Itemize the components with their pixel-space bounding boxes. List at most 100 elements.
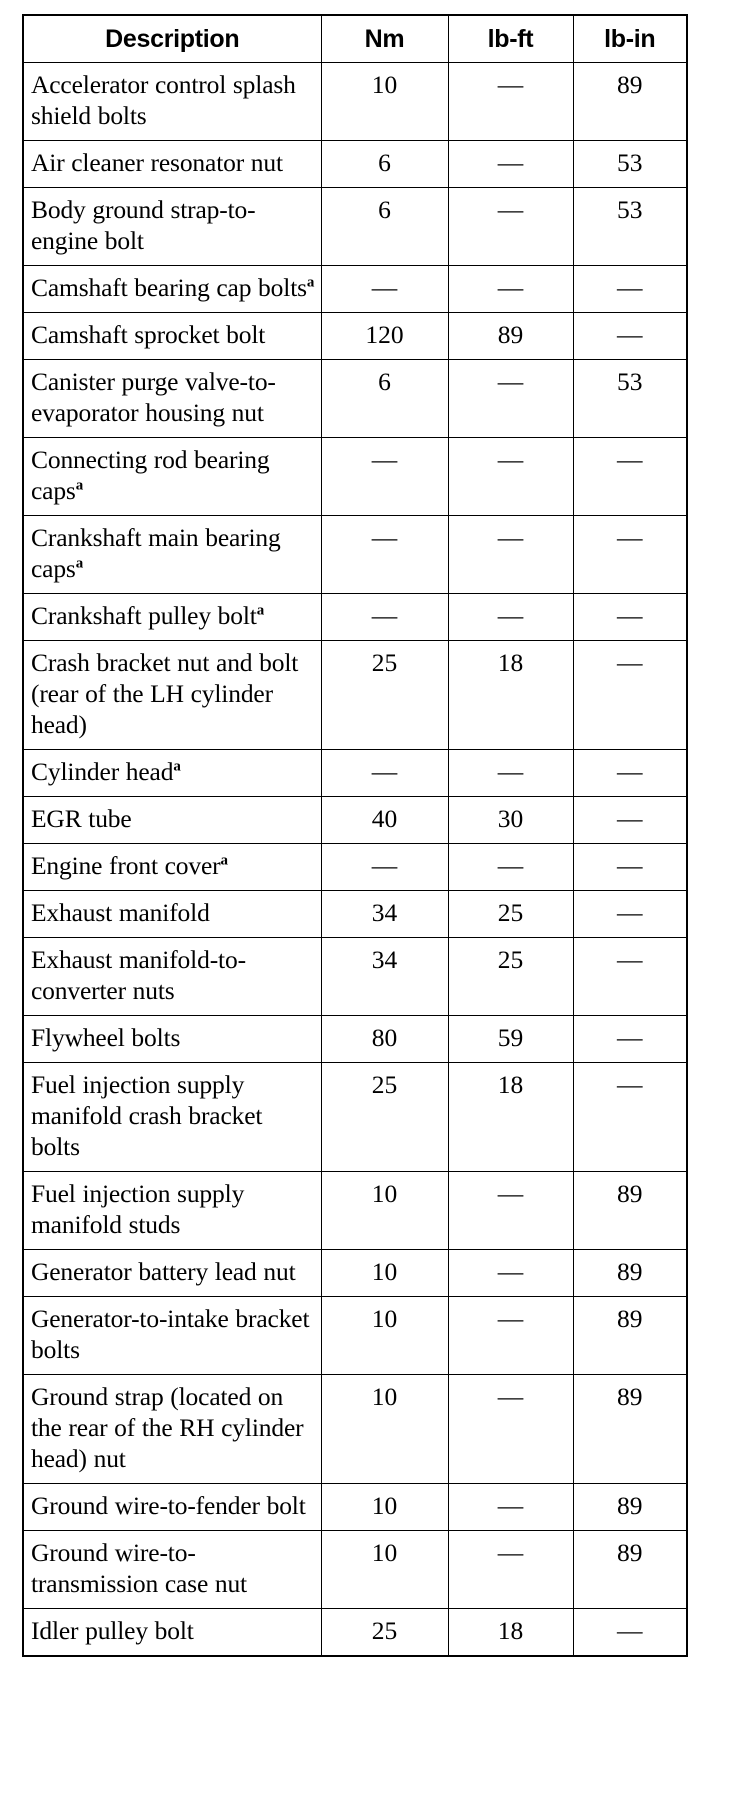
cell-description: Engine front covera xyxy=(22,843,322,891)
cell-lb-in: — xyxy=(572,937,688,1016)
cell-lb-in: — xyxy=(572,312,688,360)
cell-lb-ft: 25 xyxy=(447,890,574,938)
footnote-marker: a xyxy=(256,602,265,619)
cell-lb-ft: — xyxy=(447,749,574,797)
cell-lb-ft: — xyxy=(447,187,574,266)
table-row: Air cleaner resonator nut 6—53 xyxy=(22,140,688,188)
cell-description: Camshaft bearing cap boltsa xyxy=(22,265,322,313)
cell-nm: 34 xyxy=(320,937,449,1016)
table-header: Description Nm lb-ft lb-in xyxy=(22,14,688,63)
cell-lb-in: — xyxy=(572,890,688,938)
cell-lb-ft: 18 xyxy=(447,640,574,750)
cell-lb-ft: 18 xyxy=(447,1608,574,1657)
table-header-row: Description Nm lb-ft lb-in xyxy=(22,14,688,63)
cell-lb-in: — xyxy=(572,1062,688,1172)
cell-description: Idler pulley bolt xyxy=(22,1608,322,1657)
table-row: Crankshaft main bearing capsa — — — xyxy=(22,515,688,594)
cell-description: Ground wire-to-fender bolt xyxy=(22,1483,322,1531)
cell-lb-in: — xyxy=(572,749,688,797)
table-body: Accelerator control splash shield bolts 1… xyxy=(22,62,688,1657)
cell-lb-ft: — xyxy=(447,437,574,516)
column-header-nm: Nm xyxy=(320,14,449,63)
cell-nm: 25 xyxy=(320,1608,449,1657)
cell-description: Cylinder heada xyxy=(22,749,322,797)
table-row: Fuel injection supply manifold studs 10—8… xyxy=(22,1171,688,1250)
table-row: Ground wire-to-transmission case nut 10—8… xyxy=(22,1530,688,1609)
table-row: Camshaft sprocket bolt 120 89— xyxy=(22,312,688,360)
cell-description: Fuel injection supply manifold studs xyxy=(22,1171,322,1250)
cell-lb-ft: 30 xyxy=(447,796,574,844)
cell-description: Crankshaft pulley bolta xyxy=(22,593,322,641)
cell-lb-ft: — xyxy=(447,265,574,313)
cell-lb-ft: — xyxy=(447,62,574,141)
cell-nm: 6 xyxy=(320,187,449,266)
cell-lb-ft: — xyxy=(447,843,574,891)
cell-lb-ft: — xyxy=(447,359,574,438)
cell-lb-ft: — xyxy=(447,515,574,594)
cell-lb-ft: 25 xyxy=(447,937,574,1016)
cell-description: Flywheel bolts xyxy=(22,1015,322,1063)
table-row: Exhaust manifold 34 25— xyxy=(22,890,688,938)
cell-lb-ft: — xyxy=(447,1530,574,1609)
table-row: Crankshaft pulley bolta — — — xyxy=(22,593,688,641)
cell-lb-in: — xyxy=(572,1015,688,1063)
footnote-marker: a xyxy=(173,758,181,775)
cell-lb-ft: — xyxy=(447,1249,574,1297)
cell-nm: 40 xyxy=(320,796,449,844)
cell-nm: — xyxy=(320,437,449,516)
table-row: Ground strap (located on the rear of the… xyxy=(22,1374,688,1484)
cell-description: Connecting rod bearing capsa xyxy=(22,437,322,516)
cell-description: Generator-to-intake bracket bolts xyxy=(22,1296,322,1375)
cell-lb-ft: — xyxy=(447,140,574,188)
table-row: Crash bracket nut and bolt (rear of the … xyxy=(22,640,688,750)
cell-lb-in: 89 xyxy=(572,1296,688,1375)
cell-nm: 34 xyxy=(320,890,449,938)
table-row: Connecting rod bearing capsa — — — xyxy=(22,437,688,516)
cell-lb-in: 89 xyxy=(572,1374,688,1484)
cell-lb-ft: — xyxy=(447,1374,574,1484)
cell-lb-in: — xyxy=(572,796,688,844)
cell-description: Crash bracket nut and bolt (rear of the … xyxy=(22,640,322,750)
table-row: Accelerator control splash shield bolts 1… xyxy=(22,62,688,141)
cell-lb-ft: — xyxy=(447,1296,574,1375)
cell-lb-in: — xyxy=(572,265,688,313)
cell-description: Canister purge valve-to-evaporator housi… xyxy=(22,359,322,438)
table-row: Generator battery lead nut 10—89 xyxy=(22,1249,688,1297)
table-row: Idler pulley bolt 25 18— xyxy=(22,1608,688,1657)
cell-nm: 80 xyxy=(320,1015,449,1063)
cell-nm: — xyxy=(320,265,449,313)
cell-lb-in: — xyxy=(572,640,688,750)
cell-lb-ft: 18 xyxy=(447,1062,574,1172)
cell-description: Accelerator control splash shield bolts xyxy=(22,62,322,141)
cell-description: Fuel injection supply manifold crash bra… xyxy=(22,1062,322,1172)
cell-lb-in: 89 xyxy=(572,1483,688,1531)
table-row: EGR tube 40 30— xyxy=(22,796,688,844)
cell-description: Air cleaner resonator nut xyxy=(22,140,322,188)
cell-nm: 120 xyxy=(320,312,449,360)
footnote-marker: a xyxy=(75,477,84,494)
cell-description: Crankshaft main bearing capsa xyxy=(22,515,322,594)
cell-lb-ft: 59 xyxy=(447,1015,574,1063)
cell-nm: — xyxy=(320,749,449,797)
column-header-description: Description xyxy=(22,14,322,63)
column-header-lb-in: lb-in xyxy=(572,14,688,63)
table-row: Body ground strap-to-engine bolt 6—53 xyxy=(22,187,688,266)
table-row: Ground wire-to-fender bolt 10—89 xyxy=(22,1483,688,1531)
cell-nm: 10 xyxy=(320,1296,449,1375)
cell-lb-in: 53 xyxy=(572,187,688,266)
cell-lb-in: 89 xyxy=(572,1530,688,1609)
table-row: Generator-to-intake bracket bolts 10—89 xyxy=(22,1296,688,1375)
table-row: Camshaft bearing cap boltsa — — — xyxy=(22,265,688,313)
cell-lb-in: — xyxy=(572,437,688,516)
cell-nm: 25 xyxy=(320,1062,449,1172)
table-row: Exhaust manifold-to-converter nuts 34 25— xyxy=(22,937,688,1016)
table-row: Canister purge valve-to-evaporator housi… xyxy=(22,359,688,438)
footnote-marker: a xyxy=(220,852,228,869)
cell-nm: 10 xyxy=(320,62,449,141)
footnote-marker: a xyxy=(75,555,84,572)
cell-nm: — xyxy=(320,843,449,891)
cell-lb-ft: 89 xyxy=(447,312,574,360)
cell-description: EGR tube xyxy=(22,796,322,844)
cell-lb-in: 53 xyxy=(572,140,688,188)
